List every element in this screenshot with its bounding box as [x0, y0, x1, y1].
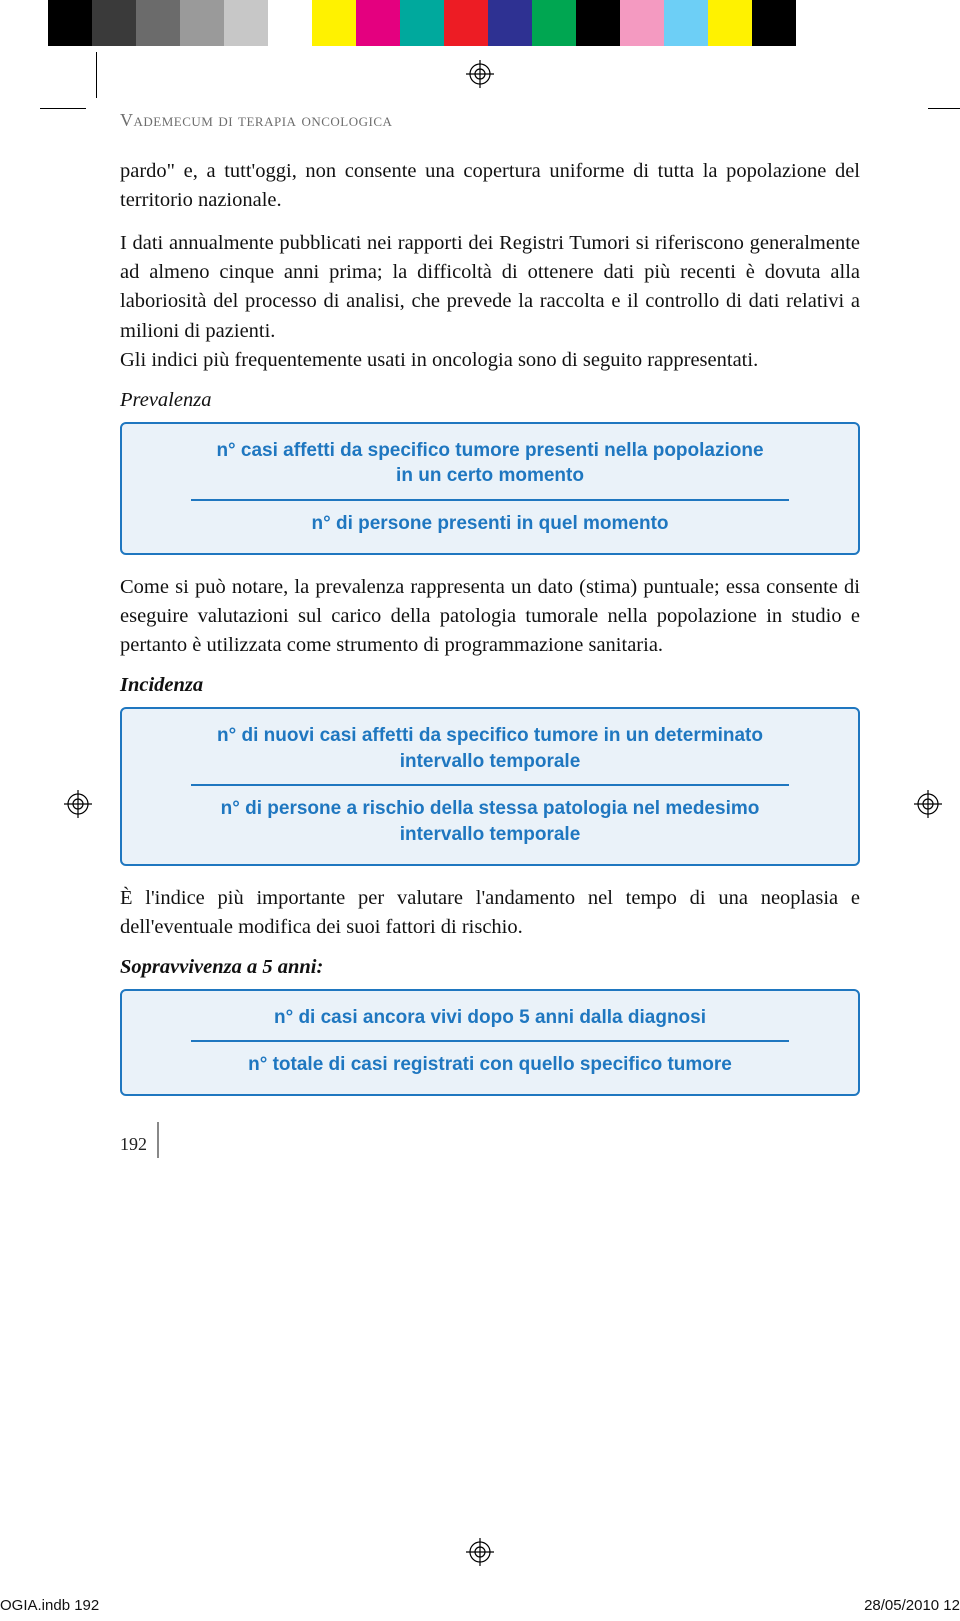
footer-file-slug: OGIA.indb 192: [0, 1597, 99, 1614]
color-swatch: [752, 0, 796, 46]
color-swatch: [92, 0, 136, 46]
running-head: Vademecum di terapia oncologica: [120, 110, 860, 131]
page-number-value: 192: [120, 1134, 157, 1155]
formula-numerator: n° di casi ancora vivi dopo 5 anni dalla…: [142, 1005, 838, 1031]
section-heading-sopravvivenza: Sopravvivenza a 5 anni:: [120, 956, 860, 979]
footer-timestamp: 28/05/2010 12: [864, 1597, 960, 1614]
formula-numerator: n° di nuovi casi affetti da specifico tu…: [142, 723, 838, 749]
section-heading-incidenza: Incidenza: [120, 674, 860, 697]
color-swatch: [620, 0, 664, 46]
formula-divider: [191, 1040, 790, 1042]
color-swatch: [708, 0, 752, 46]
color-swatch: [0, 0, 48, 46]
color-swatch: [312, 0, 356, 46]
print-footer: OGIA.indb 192 28/05/2010 12: [0, 1594, 960, 1618]
formula-numerator: intervallo temporale: [142, 749, 838, 775]
page-number: 192: [120, 1130, 860, 1158]
formula-denominator: n° di persone presenti in quel momento: [142, 511, 838, 537]
formula-denominator: intervallo temporale: [142, 822, 838, 848]
registration-mark-icon: [914, 790, 942, 818]
crop-mark: [40, 108, 86, 109]
formula-box-incidenza: n° di nuovi casi affetti da specifico tu…: [120, 707, 860, 866]
color-swatch: [48, 0, 92, 46]
color-swatch: [576, 0, 620, 46]
registration-mark-icon: [466, 1538, 494, 1566]
color-swatch: [356, 0, 400, 46]
color-swatch: [444, 0, 488, 46]
formula-denominator: n° totale di casi registrati con quello …: [142, 1052, 838, 1078]
body-paragraph: Gli indici più frequentemente usati in o…: [120, 346, 860, 375]
registration-mark-icon: [64, 790, 92, 818]
crop-mark: [928, 108, 960, 109]
body-paragraph: È l'indice più importante per valutare l…: [120, 884, 860, 942]
color-swatch: [268, 0, 312, 46]
formula-numerator: n° casi affetti da specifico tumore pres…: [142, 438, 838, 464]
color-swatch: [664, 0, 708, 46]
color-swatch: [488, 0, 532, 46]
color-swatch: [136, 0, 180, 46]
color-swatch: [400, 0, 444, 46]
section-heading-prevalenza: Prevalenza: [120, 389, 860, 412]
color-swatch: [532, 0, 576, 46]
page-number-rule: [157, 1122, 159, 1158]
crop-mark: [96, 52, 97, 98]
formula-box-sopravvivenza: n° di casi ancora vivi dopo 5 anni dalla…: [120, 989, 860, 1096]
formula-divider: [191, 499, 790, 501]
body-paragraph: I dati annualmente pubblicati nei rappor…: [120, 229, 860, 345]
registration-mark-icon: [466, 60, 494, 88]
formula-denominator: n° di persone a rischio della stessa pat…: [142, 796, 838, 822]
formula-box-prevalenza: n° casi affetti da specifico tumore pres…: [120, 422, 860, 555]
color-swatch: [796, 0, 840, 46]
formula-divider: [191, 784, 790, 786]
body-paragraph: pardo" e, a tutt'oggi, non consente una …: [120, 157, 860, 215]
formula-numerator: in un certo momento: [142, 463, 838, 489]
printer-color-bar: [0, 0, 960, 46]
page-content: Vademecum di terapia oncologica pardo" e…: [120, 110, 860, 1158]
color-swatch: [180, 0, 224, 46]
body-paragraph: Come si può notare, la prevalenza rappre…: [120, 573, 860, 660]
color-swatch: [224, 0, 268, 46]
